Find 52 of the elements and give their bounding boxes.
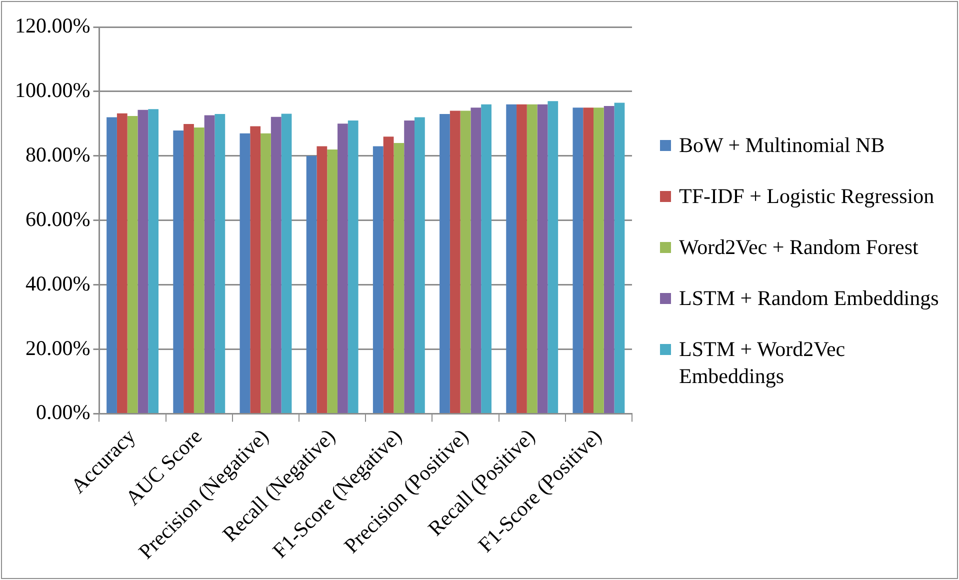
bar — [214, 114, 226, 413]
legend-label: BoW + Multinomial NB — [679, 132, 885, 159]
legend-label: LSTM + Word2Vec Embeddings — [679, 336, 846, 390]
bar — [404, 120, 414, 413]
y-tick-label: 120.00% — [14, 14, 90, 38]
bar — [526, 104, 538, 413]
bar — [281, 114, 292, 413]
y-tick-label: 100.00% — [14, 78, 90, 102]
y-tick-label: 60.00% — [25, 206, 90, 231]
bar — [194, 128, 204, 413]
y-tick-label: 80.00% — [25, 142, 90, 166]
bar — [306, 156, 317, 413]
bar — [383, 136, 394, 413]
bar — [348, 120, 358, 413]
bar — [148, 109, 159, 413]
bar — [481, 104, 492, 413]
bar — [506, 104, 517, 413]
bar — [184, 124, 194, 413]
bar — [316, 146, 328, 413]
bar — [470, 108, 482, 413]
bar — [250, 126, 261, 413]
bar — [548, 101, 558, 413]
y-tick-label: 0.00% — [36, 400, 90, 424]
bar — [572, 108, 584, 413]
bar — [516, 104, 527, 413]
bar — [440, 114, 450, 413]
bar — [138, 110, 148, 413]
bar — [270, 116, 282, 413]
bar — [594, 108, 604, 413]
bar — [327, 149, 338, 413]
legend-label: LSTM + Random Embeddings — [679, 285, 939, 312]
y-tick-label: 20.00% — [25, 336, 90, 360]
bar — [614, 102, 625, 413]
bar — [338, 124, 348, 413]
bar — [240, 133, 250, 413]
bar — [460, 110, 471, 413]
bar — [106, 117, 117, 413]
bar — [204, 115, 215, 413]
bar — [173, 130, 184, 413]
bar — [450, 110, 460, 413]
bar — [604, 106, 614, 413]
legend-label: Word2Vec + Random Forest — [679, 234, 918, 261]
bar — [394, 143, 404, 413]
bar — [414, 117, 425, 413]
bar — [260, 133, 271, 413]
bar — [116, 113, 128, 413]
bar — [583, 108, 594, 413]
bar — [537, 104, 548, 413]
bar — [372, 146, 384, 413]
legend-label: TF-IDF + Logistic Regression — [679, 183, 934, 210]
y-tick-label: 40.00% — [25, 271, 90, 296]
bar — [127, 116, 138, 413]
